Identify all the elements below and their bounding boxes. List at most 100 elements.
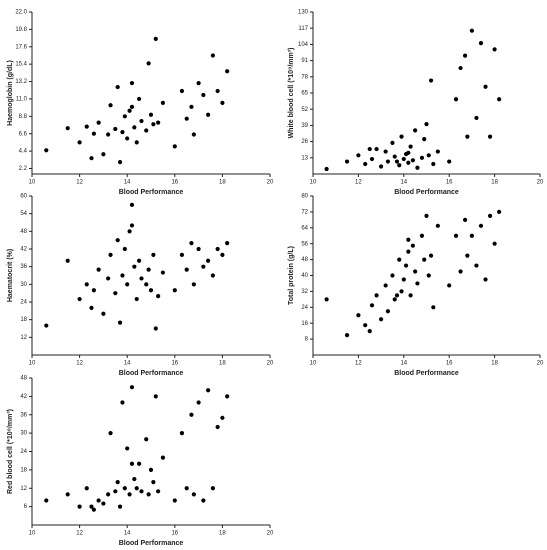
- point: [399, 134, 404, 139]
- point: [408, 293, 413, 298]
- y-tick-label: 8.8: [19, 114, 28, 120]
- y-axis-title: Red blood cell (*10⁹/mm³): [7, 409, 14, 494]
- point: [151, 480, 156, 485]
- y-tick-label: 91: [301, 58, 308, 64]
- x-tick-label: 10: [29, 180, 36, 186]
- point: [122, 246, 127, 252]
- point: [117, 504, 123, 509]
- point: [113, 291, 118, 296]
- point: [413, 128, 418, 133]
- point: [144, 128, 149, 133]
- x-tick-label: 10: [29, 361, 36, 367]
- y-tick-label: 80: [301, 194, 308, 200]
- point: [148, 288, 154, 293]
- y-tick-label: 104: [298, 42, 309, 48]
- point: [453, 97, 459, 102]
- x-tick-label: 12: [355, 180, 362, 186]
- point: [435, 149, 440, 154]
- point: [120, 130, 125, 135]
- point: [153, 326, 158, 331]
- point: [492, 47, 497, 52]
- point: [125, 282, 130, 287]
- point: [44, 148, 49, 153]
- x-tick-label: 12: [76, 361, 83, 367]
- point: [206, 388, 211, 393]
- y-tick-label: 36: [20, 264, 27, 270]
- point: [453, 233, 459, 238]
- point: [462, 217, 468, 222]
- point: [65, 258, 70, 263]
- point: [210, 273, 215, 278]
- x-tick-label: 16: [171, 531, 178, 537]
- point: [106, 276, 111, 281]
- point: [215, 88, 220, 94]
- x-tick-label: 16: [446, 180, 453, 186]
- point: [469, 28, 474, 33]
- point: [406, 237, 411, 242]
- y-axis-title: Haematocrit (%): [7, 249, 14, 302]
- point: [144, 437, 149, 442]
- point: [137, 96, 142, 102]
- y-tick-label: 6: [24, 504, 28, 510]
- x-axis-title: Blood Performance: [119, 189, 184, 196]
- y-tick-label: 16: [301, 321, 308, 327]
- x-tick-label: 20: [267, 531, 274, 537]
- y-tick-label: 56: [301, 241, 308, 247]
- y-tick-label: 24: [20, 449, 27, 455]
- point: [44, 323, 49, 328]
- point: [151, 122, 156, 127]
- y-tick-label: 39: [301, 123, 308, 129]
- point: [215, 424, 220, 430]
- point: [225, 241, 230, 246]
- point: [44, 498, 49, 503]
- point: [108, 431, 113, 436]
- point: [419, 155, 425, 160]
- x-tick-label: 14: [400, 180, 407, 186]
- point: [465, 253, 470, 258]
- y-axis-title: White blood cell (*10⁹/mm³): [288, 48, 295, 139]
- point: [385, 309, 391, 314]
- point: [367, 329, 372, 334]
- y-tick-label: 40: [301, 273, 308, 279]
- point: [385, 159, 391, 164]
- point: [344, 159, 350, 164]
- point: [139, 276, 144, 281]
- point: [492, 241, 497, 246]
- point: [392, 154, 397, 159]
- point: [431, 305, 436, 310]
- point: [422, 257, 427, 262]
- y-tick-label: 24: [301, 305, 308, 311]
- point: [397, 163, 402, 168]
- point: [84, 124, 89, 129]
- point: [179, 431, 185, 436]
- x-tick-label: 10: [310, 180, 317, 186]
- y-tick-label: 11.0: [16, 97, 28, 103]
- point: [401, 156, 406, 162]
- point: [129, 202, 135, 207]
- point: [469, 233, 474, 238]
- point: [428, 78, 434, 83]
- y-tick-label: 42: [20, 394, 27, 400]
- point: [324, 297, 329, 302]
- point: [483, 84, 488, 89]
- x-axis-title: Blood Performance: [394, 189, 459, 196]
- point: [392, 297, 397, 302]
- point: [394, 293, 400, 298]
- point: [132, 476, 137, 482]
- point: [196, 400, 201, 405]
- point: [156, 489, 161, 494]
- point: [390, 140, 395, 145]
- point: [89, 305, 94, 310]
- point: [201, 264, 206, 269]
- point: [406, 249, 411, 254]
- point: [172, 498, 177, 503]
- y-tick-label: 6.6: [19, 131, 28, 137]
- point: [172, 144, 177, 149]
- point: [120, 273, 125, 278]
- y-tick-label: 22.0: [15, 10, 27, 16]
- point: [356, 313, 361, 318]
- point: [424, 122, 429, 127]
- y-tick-label: 24: [20, 300, 27, 306]
- y-tick-label: 15.4: [15, 62, 27, 68]
- point: [422, 137, 427, 142]
